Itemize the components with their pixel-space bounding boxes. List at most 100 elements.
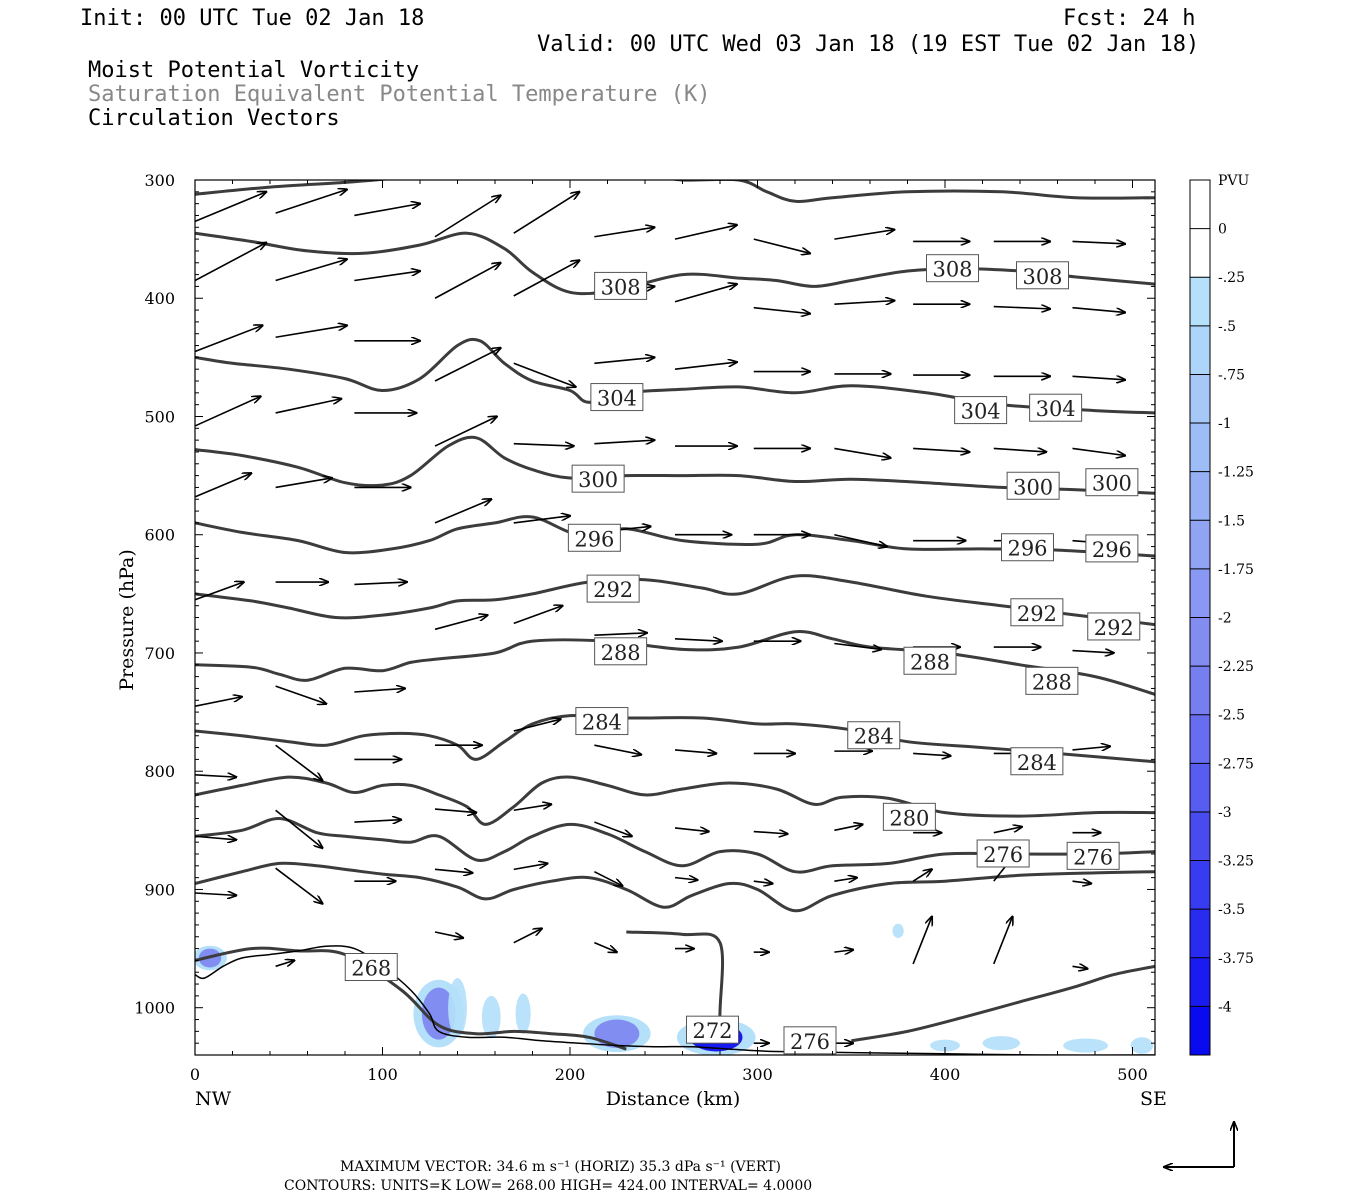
contour-label: 296 [1092, 538, 1132, 562]
circulation-vector [275, 744, 323, 780]
x-tick-label: 200 [555, 1065, 586, 1084]
circulation-vector [513, 192, 580, 234]
circulation-vector [674, 284, 737, 303]
contour-label: 300 [578, 468, 618, 492]
contour-theta_284 [195, 713, 1155, 764]
colorbar-band [1190, 763, 1210, 813]
contour-label-box [571, 464, 625, 493]
forecast-hour: Fcst: 24 h [1063, 6, 1195, 31]
colorbar-band [1190, 228, 1210, 278]
circulation-vector [993, 448, 1047, 452]
contour-label-box [590, 383, 644, 412]
contour-label: 276 [790, 1030, 830, 1054]
circulation-vector [195, 836, 236, 840]
pv-patch [515, 993, 531, 1034]
contour-label: 276 [1073, 845, 1113, 869]
contour-label-box [1016, 261, 1069, 290]
circulation-vector [434, 195, 501, 238]
circulation-vector [195, 325, 263, 353]
contour-theta_272 [195, 861, 1155, 913]
colorbar-band [1190, 520, 1210, 570]
colorbar-level-label: -3.5 [1218, 902, 1245, 918]
contour-label: 284 [582, 711, 622, 735]
colorbar-band [1190, 714, 1210, 764]
circulation-vector [434, 809, 476, 813]
contour-label-box [567, 523, 621, 552]
contour-label: 268 [351, 957, 391, 981]
colorbar-level-label: 0 [1218, 222, 1227, 238]
circulation-vector [513, 444, 574, 446]
colorbar-level-label: -2.75 [1218, 756, 1254, 772]
circulation-vector [513, 606, 563, 625]
circulation-vector [594, 941, 617, 952]
contour-label-box [903, 646, 957, 675]
colorbar-band [1190, 909, 1210, 959]
circulation-vector [834, 878, 857, 882]
contour-theta_268_near_sfc [195, 946, 627, 1051]
colorbar-band [1190, 277, 1210, 327]
contour-theta_276_sfc [851, 964, 1155, 1043]
circulation-vector [513, 719, 561, 732]
y-tick-label: 300 [144, 171, 175, 190]
contour-label: 304 [961, 400, 1001, 424]
circulation-vector [275, 685, 327, 704]
x-axis-label: Distance (km) [606, 1088, 741, 1110]
circulation-vector [753, 832, 788, 834]
contour-label: 300 [1092, 472, 1132, 496]
circulation-vector [594, 357, 654, 365]
contour-theta_288 [195, 629, 1155, 696]
x-tick-label: 400 [930, 1065, 961, 1084]
circulation-vector [834, 642, 881, 650]
contour-label: 308 [601, 275, 641, 299]
circulation-vector [912, 869, 932, 882]
y-tick-label: 400 [144, 289, 175, 308]
contour-theta_304 [195, 337, 1155, 415]
contour-label-box [1001, 533, 1054, 562]
colorbar-level-label: -2.25 [1218, 659, 1254, 675]
contour-label-box [1025, 666, 1079, 695]
circulation-vector [354, 688, 405, 692]
pv-patch [481, 995, 501, 1039]
y-axis: 300 400 500 600 700 800 900 1000 [134, 171, 1155, 1056]
colorbar-band [1190, 568, 1210, 618]
contour-label-box [976, 839, 1030, 868]
contour-theta_upper_wave [195, 180, 1155, 203]
colorbar-level-label: -.5 [1218, 319, 1236, 335]
contour-label-box [926, 254, 979, 283]
colorbar-level-label: -2.5 [1218, 708, 1245, 724]
pv-patch [892, 923, 904, 938]
colorbar-level-label: -.75 [1218, 367, 1245, 383]
init-time: Init: 00 UTC Tue 02 Jan 18 [80, 6, 424, 31]
contour-label-box [847, 721, 901, 750]
circulation-vector [594, 227, 654, 238]
y-tick-label: 500 [144, 407, 175, 426]
contour-label-box [1087, 612, 1141, 641]
circulation-vector [195, 775, 236, 777]
circulation-vector [993, 827, 1022, 834]
colorbar-level-label: -1.5 [1218, 513, 1245, 529]
contour-label: 288 [1032, 670, 1072, 694]
contour-label-box [1066, 841, 1120, 870]
x-tick-label: 500 [1117, 1065, 1148, 1084]
circulation-vector [1072, 447, 1126, 455]
circulation-vector [195, 473, 251, 498]
circulation-vector [834, 950, 853, 952]
circulation-vector [594, 744, 641, 754]
pv-patch [982, 1036, 1020, 1051]
x-axis: 0 100 200 300 400 500 [190, 180, 1148, 1084]
circulation-vector [434, 348, 501, 382]
circulation-vector [354, 204, 420, 217]
circulation-vector [195, 697, 242, 707]
circulation-vector [1072, 746, 1111, 750]
colorbar-level-label: -4 [1218, 999, 1232, 1015]
contour-label-box [1010, 747, 1064, 776]
circulation-vector [434, 499, 491, 524]
contour-label-box [882, 802, 936, 831]
circulation-vector [275, 478, 332, 489]
contour-label-box [783, 1026, 837, 1055]
max-vector-note: MAXIMUM VECTOR: 34.6 m s⁻¹ (HORIZ) 35.3 … [340, 1159, 781, 1175]
circulation-vector [275, 325, 347, 339]
y-axis-label: Pressure (hPa) [116, 549, 138, 691]
contour-info-note: CONTOURS: UNITS=K LOW= 268.00 HIGH= 424.… [284, 1178, 812, 1194]
